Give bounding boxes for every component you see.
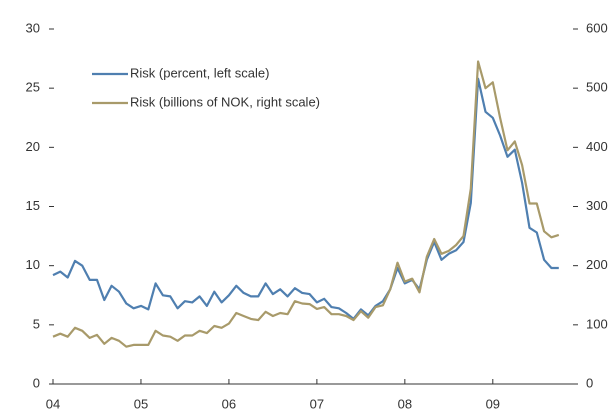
- y-tick-label: 0: [33, 375, 40, 390]
- x-tick-label: 04: [46, 396, 60, 411]
- y-tick-label: 15: [26, 198, 40, 213]
- legend-label: Risk (percent, left scale): [130, 65, 269, 80]
- y2-tick-label: 400: [586, 139, 608, 154]
- y2-tick-label: 0: [586, 375, 593, 390]
- x-tick-label: 07: [310, 396, 324, 411]
- y2-tick-label: 300: [586, 198, 608, 213]
- y-tick-label: 30: [26, 20, 40, 35]
- series-line: [52, 60, 560, 348]
- y-tick-label: 5: [33, 316, 40, 331]
- y-tick-label: 25: [26, 80, 40, 95]
- y2-tick-label: 500: [586, 80, 608, 95]
- y2-tick-label: 100: [586, 316, 608, 331]
- x-tick-label: 09: [486, 396, 500, 411]
- x-tick-label: 06: [222, 396, 236, 411]
- legend-label: Risk (billions of NOK, right scale): [130, 94, 320, 109]
- x-tick-label: 05: [134, 396, 148, 411]
- x-tick-label: 08: [398, 396, 412, 411]
- y-tick-label: 20: [26, 139, 40, 154]
- series-line: [52, 77, 559, 320]
- y-tick-label: 10: [26, 257, 40, 272]
- y2-tick-label: 200: [586, 257, 608, 272]
- y2-tick-label: 600: [586, 20, 608, 35]
